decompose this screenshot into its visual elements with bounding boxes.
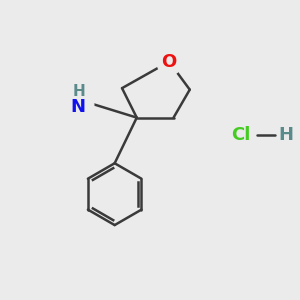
Text: O: O	[161, 53, 177, 71]
Text: H: H	[73, 85, 86, 100]
Text: H: H	[278, 126, 293, 144]
Text: Cl: Cl	[232, 126, 251, 144]
Text: N: N	[70, 98, 86, 116]
